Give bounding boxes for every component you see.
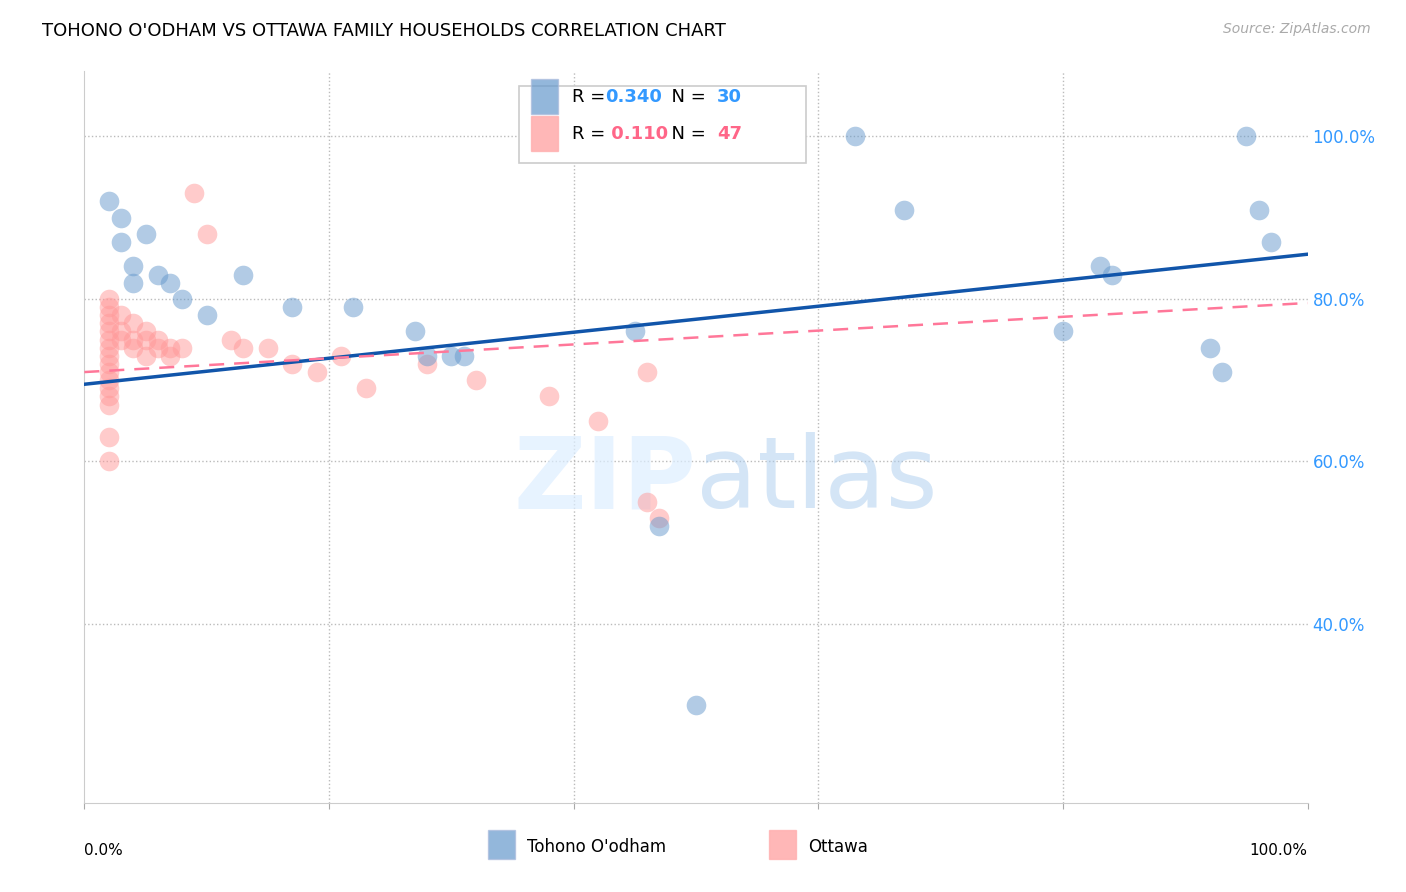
Point	[110, 333, 132, 347]
Point	[110, 235, 132, 249]
Point	[416, 349, 439, 363]
Point	[97, 454, 120, 468]
Point	[97, 365, 120, 379]
Point	[232, 341, 254, 355]
Text: Tohono O'odham: Tohono O'odham	[527, 838, 666, 855]
Text: 30: 30	[717, 88, 742, 106]
Point	[648, 519, 671, 533]
Point	[648, 511, 671, 525]
Point	[172, 341, 194, 355]
Point	[135, 325, 157, 339]
Point	[330, 349, 353, 363]
Text: ZIP: ZIP	[513, 433, 696, 530]
Point	[636, 365, 658, 379]
Point	[110, 211, 132, 225]
Point	[305, 365, 328, 379]
FancyBboxPatch shape	[519, 86, 806, 163]
Point	[893, 202, 915, 217]
Point	[281, 357, 304, 371]
Text: R =: R =	[572, 125, 612, 143]
Point	[97, 325, 120, 339]
Text: atlas: atlas	[696, 433, 938, 530]
Point	[404, 325, 426, 339]
Text: R =: R =	[572, 88, 612, 106]
Text: N =: N =	[661, 88, 711, 106]
Point	[636, 495, 658, 509]
Text: TOHONO O'ODHAM VS OTTAWA FAMILY HOUSEHOLDS CORRELATION CHART: TOHONO O'ODHAM VS OTTAWA FAMILY HOUSEHOL…	[42, 22, 725, 40]
Point	[159, 349, 181, 363]
Text: 0.110: 0.110	[606, 125, 669, 143]
FancyBboxPatch shape	[531, 116, 558, 151]
Point	[195, 227, 218, 241]
Point	[146, 341, 169, 355]
Point	[538, 389, 561, 403]
FancyBboxPatch shape	[769, 830, 796, 859]
Point	[440, 349, 463, 363]
FancyBboxPatch shape	[488, 830, 515, 859]
FancyBboxPatch shape	[531, 78, 558, 114]
Point	[122, 316, 145, 330]
Point	[110, 325, 132, 339]
Text: 0.340: 0.340	[606, 88, 662, 106]
Point	[97, 308, 120, 322]
Point	[195, 308, 218, 322]
Point	[342, 300, 364, 314]
Point	[97, 194, 120, 209]
Point	[219, 333, 242, 347]
Point	[1052, 325, 1074, 339]
Text: 47: 47	[717, 125, 742, 143]
Point	[624, 325, 647, 339]
Point	[135, 349, 157, 363]
Point	[453, 349, 475, 363]
Point	[97, 300, 120, 314]
Point	[464, 373, 486, 387]
Point	[685, 698, 707, 713]
Point	[97, 333, 120, 347]
Point	[232, 268, 254, 282]
Point	[97, 316, 120, 330]
Point	[183, 186, 205, 201]
Point	[122, 276, 145, 290]
Point	[586, 414, 609, 428]
Point	[135, 227, 157, 241]
Text: N =: N =	[661, 125, 711, 143]
Point	[281, 300, 304, 314]
Point	[135, 333, 157, 347]
Text: Source: ZipAtlas.com: Source: ZipAtlas.com	[1223, 22, 1371, 37]
Text: Ottawa: Ottawa	[808, 838, 869, 855]
Point	[1211, 365, 1233, 379]
Point	[1236, 129, 1258, 144]
Point	[146, 333, 169, 347]
Point	[354, 381, 377, 395]
Point	[97, 389, 120, 403]
Point	[159, 341, 181, 355]
Point	[416, 357, 439, 371]
Point	[97, 373, 120, 387]
Point	[257, 341, 280, 355]
Point	[1101, 268, 1123, 282]
Point	[97, 430, 120, 444]
Point	[1088, 260, 1111, 274]
Point	[146, 268, 169, 282]
Text: 100.0%: 100.0%	[1250, 843, 1308, 858]
Point	[97, 341, 120, 355]
Point	[1198, 341, 1220, 355]
Point	[122, 260, 145, 274]
Point	[97, 357, 120, 371]
Text: 0.0%: 0.0%	[84, 843, 124, 858]
Point	[110, 308, 132, 322]
Point	[159, 276, 181, 290]
Point	[122, 341, 145, 355]
Point	[844, 129, 866, 144]
Point	[97, 349, 120, 363]
Point	[97, 292, 120, 306]
Point	[1247, 202, 1270, 217]
Point	[172, 292, 194, 306]
Point	[97, 381, 120, 395]
Point	[1260, 235, 1282, 249]
Point	[97, 398, 120, 412]
Point	[122, 333, 145, 347]
